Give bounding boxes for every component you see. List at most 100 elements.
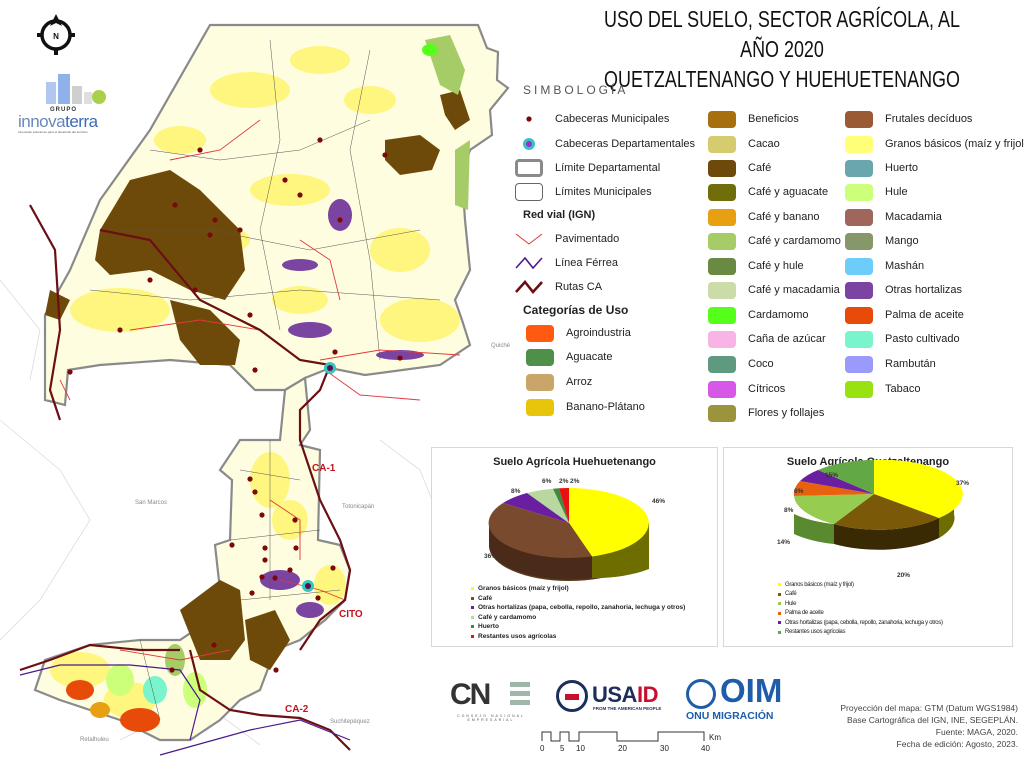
pct-label: 2% <box>559 478 569 485</box>
swatch-frutales-deciduos <box>845 110 873 128</box>
pie-chart-huehuetenango: Suelo Agrícola Huehuetenango 46% 36% 8% … <box>431 447 718 647</box>
credit-base: Base Cartográfica del IGN, INE, SEGEPLÁN… <box>846 715 1018 725</box>
swatch-huerto <box>845 159 873 177</box>
departmental-seat-huehuetenango <box>324 362 336 374</box>
pct-label: 46% <box>652 498 666 505</box>
logo-tagline: Innovando soluciones para el desarrollo … <box>18 130 88 134</box>
route-label-cito: CITO <box>339 609 363 620</box>
swatch-cafe-aguacate <box>708 183 736 201</box>
swatch-cafe-banano <box>708 208 736 226</box>
chart-legend-item: Otras hortalizas (papa, cebolla, repollo… <box>471 603 685 613</box>
pct-label: 14% <box>777 539 791 546</box>
route-label-ca2: CA-2 <box>285 704 309 715</box>
swatch-otras-hortalizas <box>845 281 873 299</box>
swatch-cardamomo <box>708 306 736 324</box>
swatch-beneficios <box>708 110 736 128</box>
chart-legend-item: Café y cardamomo <box>471 613 685 623</box>
usaid-seal-icon <box>556 680 588 712</box>
oim-logo: OIM ONU MIGRACIÓN <box>686 672 783 722</box>
neighbor-label-quiche: Quiché <box>491 343 511 349</box>
legend-item-palma-aceite: Palma de aceite <box>845 305 964 325</box>
departmental-seat-icon <box>515 135 543 153</box>
legend-item-mango: Mango <box>845 231 919 251</box>
chart-legend-item: Café <box>471 594 685 604</box>
scale-bar: 0 5 10 20 30 40 Km <box>536 728 726 758</box>
title-line-1: USO DEL SUELO, SECTOR AGRÍCOLA, AL AÑO 2… <box>604 6 960 62</box>
logo-name: innovaterra <box>18 112 98 131</box>
municipal-seat-icon <box>515 110 543 128</box>
legend-item-cafe-hule: Café y hule <box>708 256 804 276</box>
pct-label: 15% <box>825 472 839 479</box>
legend-item-mashan: Mashán <box>845 256 924 276</box>
title-line-2: QUETZALTENANGO Y HUEHUETENANGO <box>604 66 960 92</box>
swatch-cacao <box>708 135 736 153</box>
chart-legend-item: Hule <box>778 599 943 609</box>
swatch-cana-azucar <box>708 330 736 348</box>
swatch-rambutan <box>845 355 873 373</box>
paved-road-icon <box>515 230 543 248</box>
compass-north-icon: N <box>37 14 75 55</box>
swatch-flores-follajes <box>708 404 736 422</box>
legend-item-citricos: Cítricos <box>708 379 785 399</box>
usaid-logo: USAID FROM THE AMERICAN PEOPLE <box>556 680 666 720</box>
svg-text:N: N <box>53 32 59 41</box>
swatch-banano-platano <box>526 398 554 416</box>
pct-label: 8% <box>511 488 521 495</box>
chart-legend-item: Restantes usos agrícolas <box>778 628 943 638</box>
legend-item-pavimentado: Pavimentado <box>515 229 619 249</box>
map-credits: Proyección del mapa: GTM (Datum WGS1984)… <box>840 702 1018 750</box>
pct-label: 6% <box>794 488 804 495</box>
legend-item-cafe-macadamia: Café y macadamia <box>708 280 840 300</box>
chart-legend-item: Granos básicos (maíz y frijol) <box>471 584 685 594</box>
legend-item-cardamomo: Cardamomo <box>708 305 809 325</box>
neighbor-label-totonicapan: Totonicapán <box>342 504 375 510</box>
chart-legend-item: Otras hortalizas (papa, cebolla, repollo… <box>778 618 943 628</box>
department-boundary-icon <box>515 159 543 177</box>
pct-label: 2% <box>570 478 580 485</box>
departmental-seat-quetzaltenango <box>302 580 314 592</box>
neighbor-label-retalhuleu: Retalhuleu <box>80 737 109 743</box>
cne-logo: CN CONSEJO NACIONAL EMPRESARIAL <box>446 676 536 722</box>
railway-icon <box>515 254 543 272</box>
map-canvas[interactable]: N GRUPO innovaterra Innovando soluciones… <box>0 0 540 760</box>
chart-legend-item: Café <box>778 590 943 600</box>
swatch-mango <box>845 232 873 250</box>
swatch-aguacate <box>526 348 554 366</box>
municipal-boundary-icon <box>515 183 543 201</box>
un-globe-icon <box>686 679 716 709</box>
pct-label: 8% <box>784 507 794 514</box>
swatch-coco <box>708 355 736 373</box>
pct-label: 20% <box>897 572 911 579</box>
pie-graphic <box>793 459 963 550</box>
swatch-agroindustria <box>526 324 554 342</box>
route-label-ca1: CA-1 <box>312 463 336 474</box>
swatch-cafe-cardamomo <box>708 232 736 250</box>
legend-item-cacao: Cacao <box>708 134 780 154</box>
road-network-heading: Red vial (IGN) <box>523 209 596 221</box>
swatch-hule <box>845 183 873 201</box>
chart-legend-item: Palma de aceite <box>778 609 943 619</box>
scale-bar-graphic <box>541 731 705 742</box>
legend-item-huerto: Huerto <box>845 158 918 178</box>
credit-source: Fuente: MAGA, 2020. <box>935 727 1018 737</box>
pie-chart-quetzaltenango: Suelo Agrícola Quetzaltenango 37% 20% 14… <box>723 447 1013 647</box>
swatch-pasto-cultivado <box>845 330 873 348</box>
legend-item-flores-follajes: Flores y follajes <box>708 403 824 423</box>
legend-item-cafe: Café <box>708 158 771 178</box>
legend-item-frutales-deciduos: Frutales decíduos <box>845 109 972 129</box>
legend-item-hule: Hule <box>845 182 908 202</box>
swatch-tabaco <box>845 380 873 398</box>
legend-item-cafe-cardamomo: Café y cardamomo <box>708 231 841 251</box>
legend-item-coco: Coco <box>708 354 774 374</box>
legend-item-agroindustria: Agroindustria <box>526 323 631 343</box>
pct-label: 37% <box>956 480 970 487</box>
neighbor-label-san-marcos: San Marcos <box>135 500 168 506</box>
swatch-mashan <box>845 257 873 275</box>
legend-item-beneficios: Beneficios <box>708 109 799 129</box>
chart-legend: Granos básicos (maíz y frijol) Café Hule… <box>778 580 943 637</box>
legend-item-macadamia: Macadamia <box>845 207 942 227</box>
logo-graphic <box>44 72 106 106</box>
legend-item-otras-hortalizas: Otras hortalizas <box>845 280 962 300</box>
pct-label: 6% <box>542 478 552 485</box>
cne-bars-graphic <box>510 682 530 709</box>
